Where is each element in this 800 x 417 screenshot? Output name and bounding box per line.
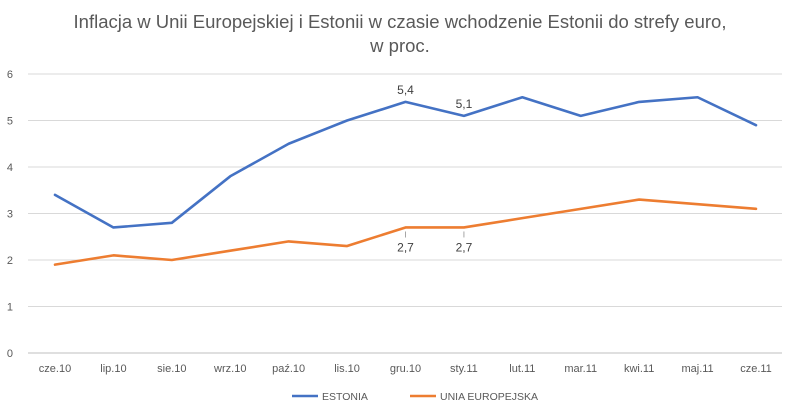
chart-title-line-1: Inflacja w Unii Europejskiej i Estonii w… xyxy=(73,11,727,32)
y-tick-label: 5 xyxy=(7,116,13,128)
x-tick-label: sie.10 xyxy=(157,363,186,375)
y-tick-label: 0 xyxy=(7,348,13,360)
x-tick-label: gru.10 xyxy=(390,363,421,375)
chart-title: Inflacja w Unii Europejskiej i Estonii w… xyxy=(0,10,800,58)
x-tick-label: cze.11 xyxy=(740,363,772,375)
y-tick-label: 2 xyxy=(7,255,13,267)
x-tick-label: paź.10 xyxy=(272,363,305,375)
legend: ESTONIA UNIA EUROPEJSKA xyxy=(292,391,538,403)
data-label: 5,1 xyxy=(456,97,473,111)
x-tick-label: wrz.10 xyxy=(213,363,246,375)
x-tick-label: mar.11 xyxy=(564,363,597,375)
x-tick-label: lip.10 xyxy=(100,363,126,375)
x-tick-label: maj.11 xyxy=(681,363,713,375)
data-label: 5,4 xyxy=(397,83,414,97)
x-tick-label: sty.11 xyxy=(450,363,478,375)
data-label: 2,7 xyxy=(397,240,414,254)
series-lines xyxy=(53,95,758,266)
chart-title-line-2: w proc. xyxy=(370,35,430,56)
y-tick-label: 3 xyxy=(7,209,13,221)
x-axis-ticks: cze.10 lip.10 sie.10 wrz.10 paź.10 lis.10 gru.… xyxy=(39,363,772,375)
x-tick-label: lis.10 xyxy=(334,363,360,375)
gridlines xyxy=(28,73,782,354)
legend-label: UNIA EUROPEJSKA xyxy=(440,391,538,403)
y-tick-label: 6 xyxy=(7,69,13,81)
x-tick-label: cze.10 xyxy=(39,363,71,375)
series-line-unia-europejska xyxy=(53,198,758,266)
data-label: 2,7 xyxy=(456,240,473,254)
y-axis-ticks: 0 1 2 3 4 5 6 xyxy=(7,69,13,360)
y-tick-label: 4 xyxy=(7,162,13,174)
data-labels: 5,4 5,1 2,7 2,7 xyxy=(397,83,472,255)
y-tick-label: 1 xyxy=(7,302,13,314)
x-tick-label: lut.11 xyxy=(509,363,535,375)
x-tick-label: kwi.11 xyxy=(624,363,654,375)
legend-label: ESTONIA xyxy=(322,391,368,403)
series-line-estonia xyxy=(53,95,758,229)
